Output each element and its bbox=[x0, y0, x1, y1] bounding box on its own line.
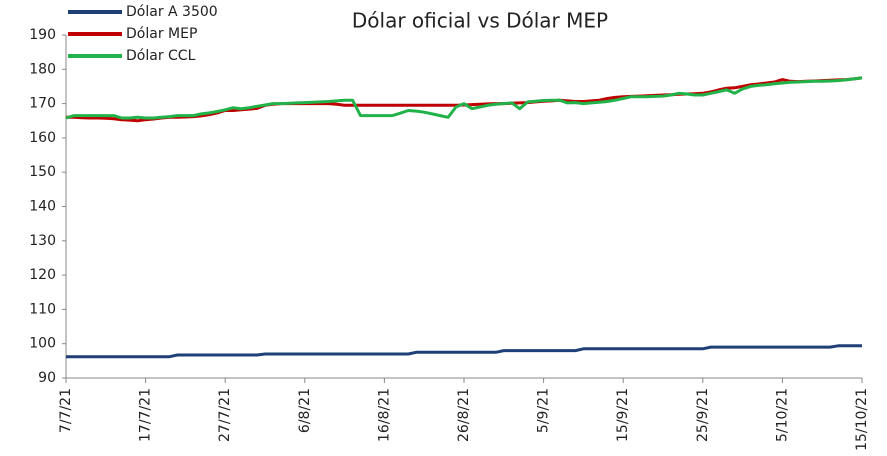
legend-label: Dólar A 3500 bbox=[126, 4, 218, 20]
x-tick-label: 7/7/21 bbox=[58, 388, 74, 433]
x-tick-label: 5/9/21 bbox=[536, 388, 552, 433]
series-line bbox=[65, 76, 863, 120]
legend-label: Dólar MEP bbox=[126, 26, 197, 42]
x-tick-label: 15/9/21 bbox=[615, 388, 631, 442]
x-tick-label: 5/10/21 bbox=[774, 388, 790, 442]
y-tick-label: 170 bbox=[29, 96, 56, 112]
y-tick-label: 160 bbox=[29, 130, 56, 146]
y-tick-label: 130 bbox=[29, 233, 56, 249]
x-tick-label: 25/9/21 bbox=[695, 388, 711, 442]
series-line bbox=[66, 344, 862, 359]
y-tick-label: 150 bbox=[29, 164, 56, 180]
legend-label: Dólar CCL bbox=[126, 48, 196, 64]
y-tick-label: 120 bbox=[29, 267, 56, 283]
y-tick-label: 190 bbox=[29, 27, 56, 43]
y-tick-label: 90 bbox=[38, 370, 56, 386]
x-tick-label: 15/10/21 bbox=[854, 388, 870, 451]
x-tick-label: 16/8/21 bbox=[376, 388, 392, 442]
x-tick-label: 17/7/21 bbox=[138, 388, 154, 442]
y-tick-label: 140 bbox=[29, 199, 56, 215]
y-tick-label: 110 bbox=[29, 301, 56, 317]
y-tick-label: 180 bbox=[29, 61, 56, 77]
x-tick-label: 27/7/21 bbox=[217, 388, 233, 442]
y-tick-label: 100 bbox=[29, 336, 56, 352]
x-tick-label: 6/8/21 bbox=[297, 388, 313, 433]
x-tick-label: 26/8/21 bbox=[456, 388, 472, 442]
chart-title: Dólar oficial vs Dólar MEP bbox=[352, 9, 608, 33]
